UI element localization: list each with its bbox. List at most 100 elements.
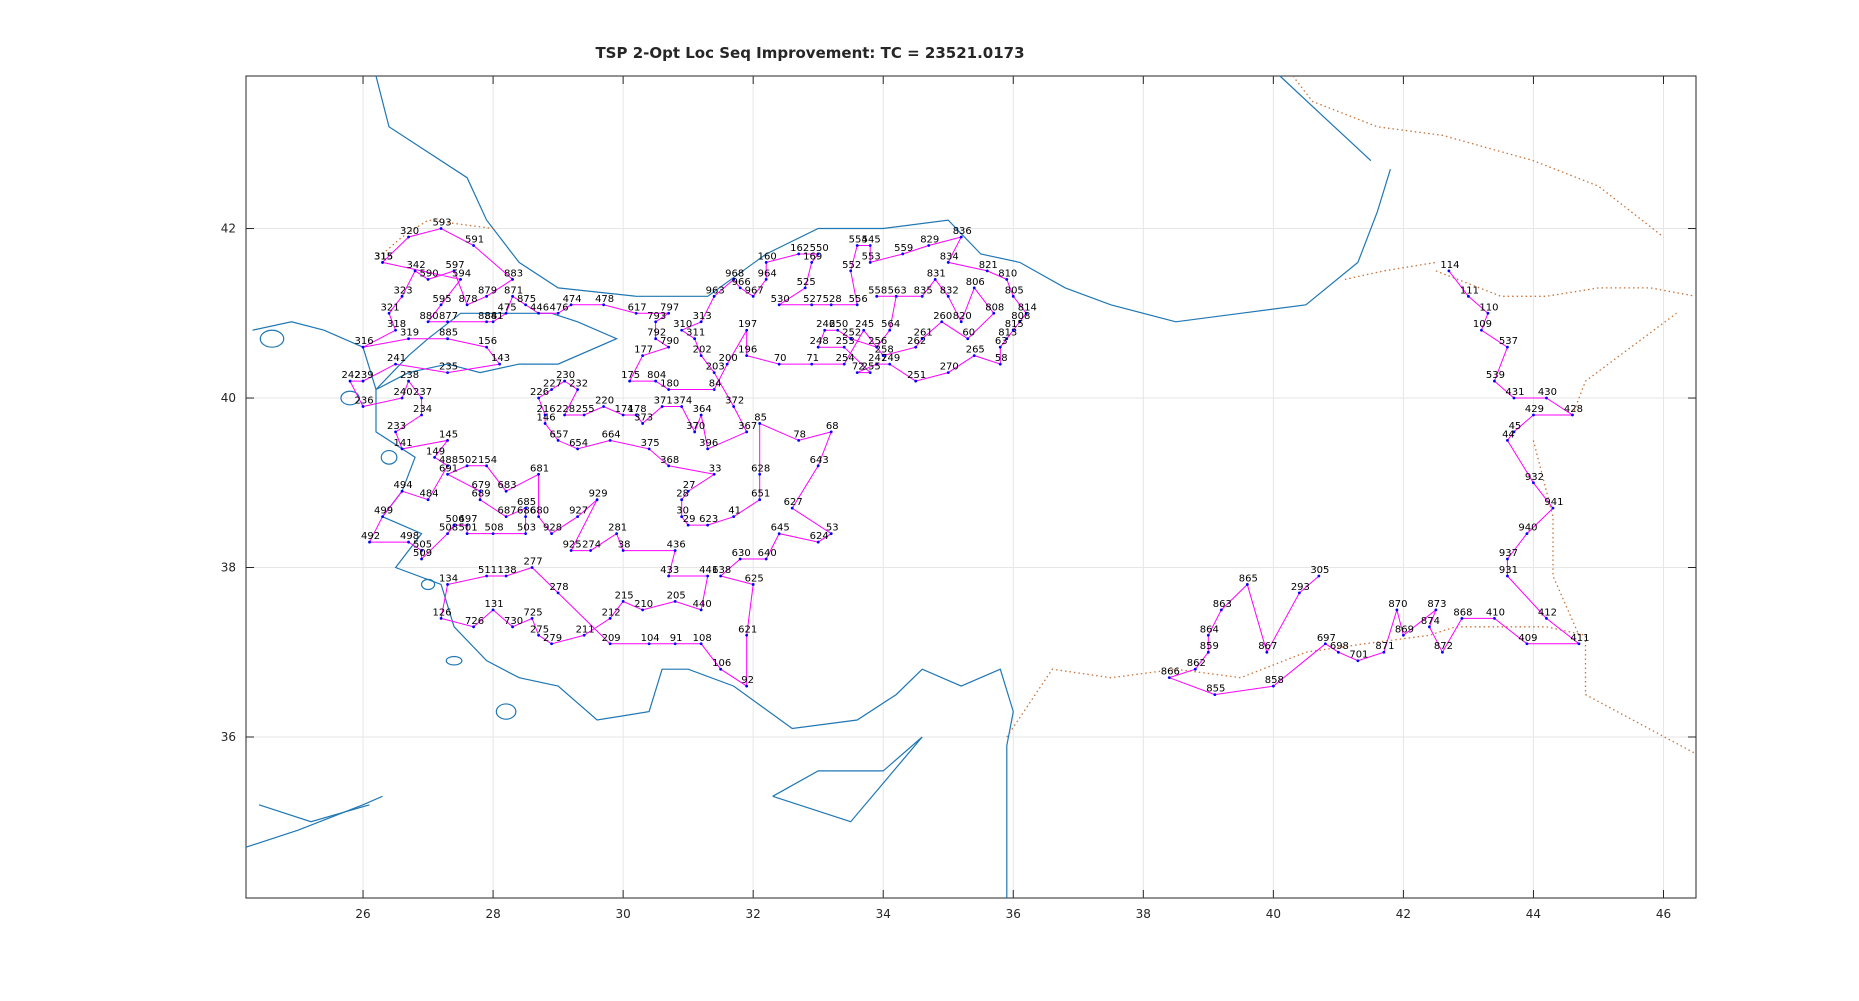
route-node	[452, 523, 456, 527]
node-label: 499	[374, 506, 393, 517]
node-label: 321	[381, 302, 400, 313]
route-node	[745, 354, 749, 358]
route-node	[1382, 650, 1386, 654]
coastline	[245, 75, 1391, 898]
node-label: 318	[387, 319, 406, 330]
route-node	[712, 472, 716, 476]
node-label: 554	[849, 234, 868, 245]
node-label: 202	[693, 345, 712, 356]
node-label: 925	[563, 540, 582, 551]
node-label: 550	[810, 243, 829, 254]
plot-area	[245, 75, 1697, 899]
node-label: 106	[712, 658, 731, 669]
node-label: 70	[774, 353, 787, 364]
node-label: 313	[693, 311, 712, 322]
route-node	[439, 227, 443, 230]
node-label: 835	[914, 285, 933, 296]
route-node	[764, 557, 768, 561]
node-label: 237	[413, 387, 432, 398]
node-label: 247	[868, 353, 887, 364]
node-label: 411	[1570, 633, 1589, 644]
node-label: 71	[806, 353, 819, 364]
node-label: 793	[647, 311, 666, 322]
node-label: 245	[855, 319, 874, 330]
node-label: 651	[751, 489, 770, 500]
node-label: 256	[868, 336, 887, 347]
node-label: 228	[556, 404, 575, 415]
node-label: 726	[465, 616, 484, 627]
node-label: 858	[1265, 675, 1284, 686]
node-label: 265	[966, 345, 985, 356]
node-label: 836	[953, 226, 972, 237]
route-node	[491, 532, 495, 536]
route-node	[400, 294, 404, 298]
node-label: 884	[478, 311, 497, 322]
node-label: 156	[478, 336, 497, 347]
route-node	[524, 506, 527, 510]
node-label: 563	[888, 285, 907, 296]
coastline-segment	[1279, 75, 1372, 162]
route-node	[407, 540, 410, 544]
node-label: 370	[686, 421, 705, 432]
route-node	[1428, 625, 1431, 629]
node-label: 270	[940, 362, 959, 373]
route-node	[706, 574, 710, 578]
node-label: 645	[771, 523, 790, 534]
node-label: 278	[550, 582, 569, 593]
route-node	[361, 345, 365, 349]
route-node	[1480, 328, 1483, 332]
node-label: 869	[1395, 624, 1414, 635]
route-node	[686, 489, 690, 493]
node-label: 966	[732, 277, 751, 288]
node-label: 141	[394, 438, 413, 449]
route-node	[530, 566, 534, 569]
node-label: 883	[504, 268, 523, 279]
node-label: 143	[491, 353, 510, 364]
node-label: 315	[374, 251, 393, 262]
route-node	[764, 277, 768, 281]
route-node	[446, 337, 449, 341]
node-label: 597	[446, 260, 465, 271]
node-label: 293	[1291, 582, 1310, 593]
node-label: 725	[524, 607, 543, 618]
route-node	[745, 684, 749, 688]
route-node	[621, 549, 625, 552]
node-label: 216	[537, 404, 556, 415]
node-label: 654	[569, 438, 588, 449]
route-node	[394, 328, 397, 332]
node-label: 552	[842, 260, 861, 271]
node-label: 364	[693, 404, 712, 415]
route-node	[1506, 557, 1509, 561]
node-label: 474	[563, 294, 582, 305]
route-node	[400, 447, 404, 451]
route-node	[426, 498, 430, 502]
node-label: 197	[738, 319, 757, 330]
route-node	[1356, 659, 1360, 663]
node-label: 627	[784, 497, 803, 508]
x-tick-label: 34	[876, 907, 891, 921]
node-label: 698	[1330, 641, 1349, 652]
node-label: 262	[907, 336, 926, 347]
route-node	[446, 438, 449, 442]
route-node	[608, 616, 612, 620]
node-label: 255	[576, 404, 595, 415]
node-label: 177	[634, 345, 653, 356]
route-node	[875, 345, 879, 349]
node-label: 126	[433, 607, 452, 618]
route-node	[810, 261, 814, 264]
route-node	[608, 642, 612, 646]
node-label: 235	[439, 362, 458, 373]
x-axis-ticks: 26 28 30 32 34 36 38 40 42 44 46	[355, 76, 1671, 921]
node-label: 410	[1486, 607, 1505, 618]
route-node	[524, 515, 527, 519]
node-label: 53	[826, 523, 839, 534]
route-node	[569, 303, 573, 307]
node-label: 227	[543, 379, 562, 390]
route-node	[524, 303, 527, 307]
node-label: 138	[498, 565, 517, 576]
node-label: 686	[517, 506, 536, 517]
route-node	[641, 422, 645, 425]
route-node	[1206, 633, 1210, 637]
node-label: 855	[1206, 684, 1225, 695]
route-node	[530, 616, 534, 620]
